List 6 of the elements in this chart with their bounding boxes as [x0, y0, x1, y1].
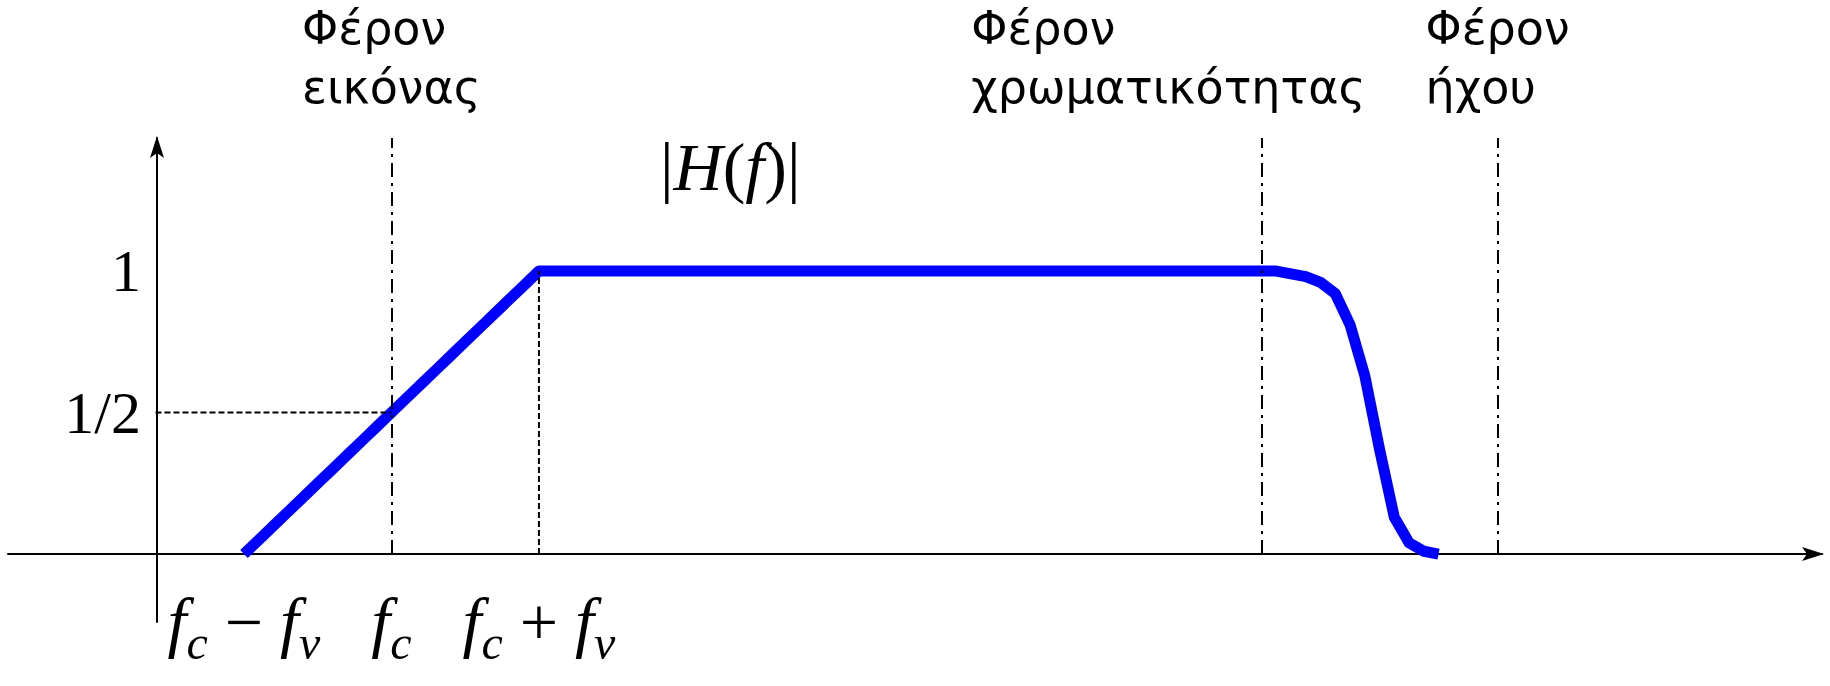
ref-line-label: Φέρον εικόνας [302, 0, 481, 114]
text: Φέρον ήχου [1425, 0, 1570, 114]
chart-title: |H(f)| [660, 129, 801, 205]
y-tick-label: 1/2 [64, 379, 141, 446]
y-tick-label: 1 [111, 238, 141, 305]
text: Φέρον χρωματικότητας [971, 0, 1366, 114]
